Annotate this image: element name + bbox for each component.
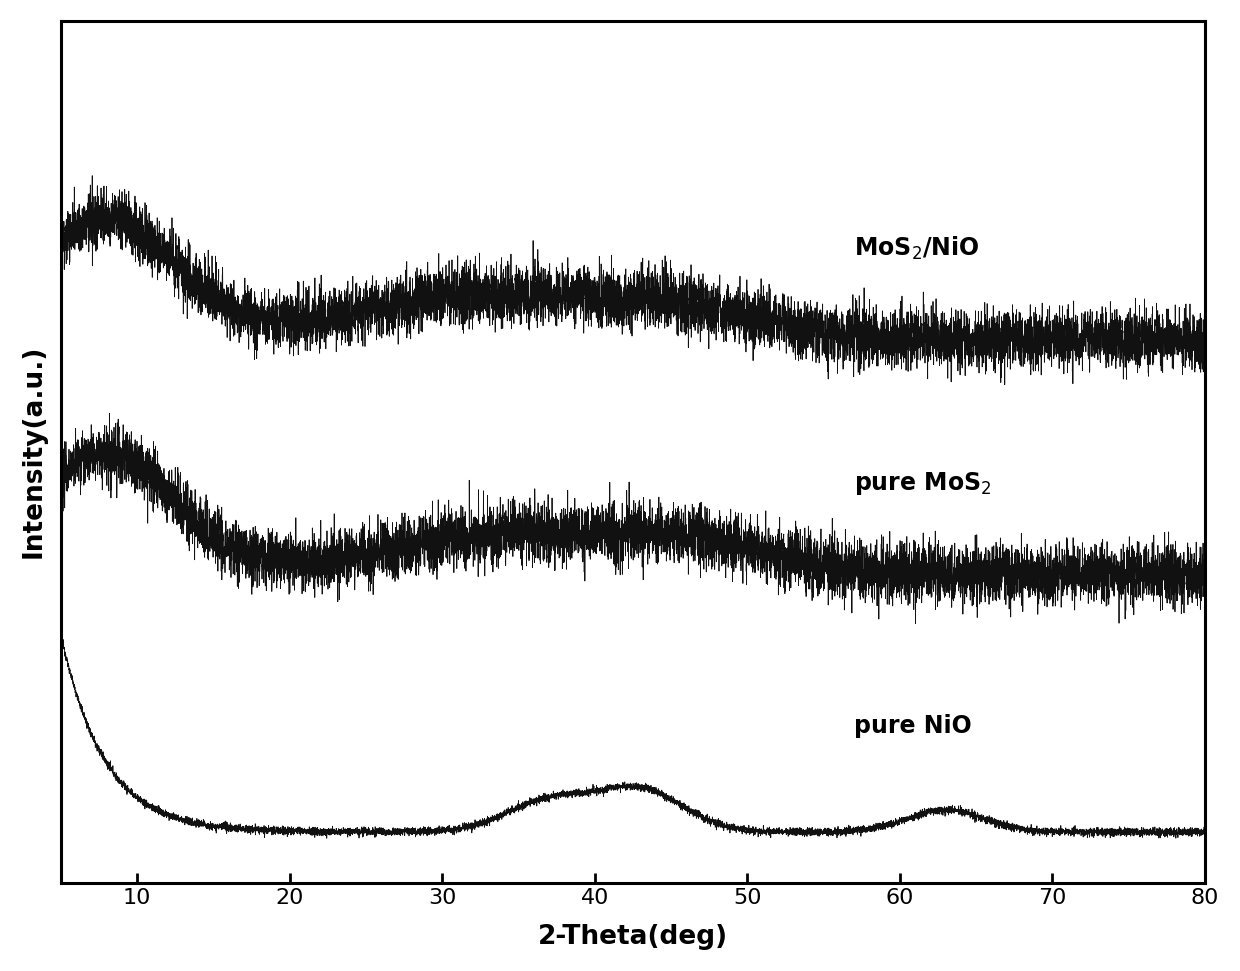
Text: pure NiO: pure NiO [854, 714, 972, 738]
Text: MoS$_2$/NiO: MoS$_2$/NiO [854, 234, 980, 261]
Text: pure MoS$_2$: pure MoS$_2$ [854, 470, 992, 496]
Y-axis label: Intensity(a.u.): Intensity(a.u.) [21, 345, 47, 558]
X-axis label: 2-Theta(deg): 2-Theta(deg) [538, 924, 728, 951]
